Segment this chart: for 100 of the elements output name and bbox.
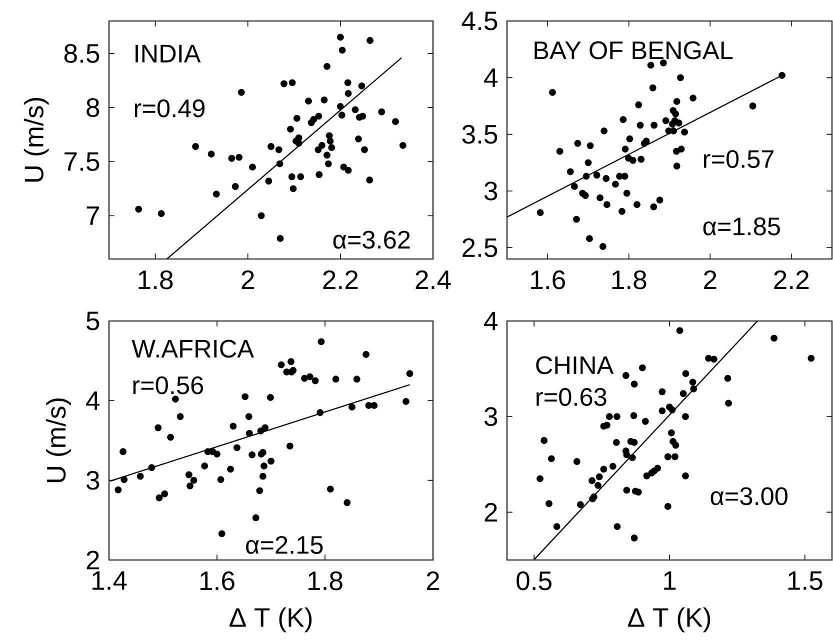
point: [536, 209, 544, 216]
point: [306, 373, 314, 380]
point: [310, 116, 318, 123]
point: [370, 402, 378, 409]
point: [556, 148, 564, 155]
point: [620, 116, 627, 124]
point: [650, 203, 658, 210]
text: W.AFRICA: [132, 340, 254, 358]
y-tick-label: 4: [484, 68, 498, 87]
text: INDIA: [136, 44, 201, 62]
point: [626, 135, 634, 142]
point: [662, 117, 670, 124]
point: [338, 112, 346, 119]
point: [208, 150, 215, 158]
point: [161, 490, 168, 498]
point: [324, 152, 330, 159]
point: [593, 172, 600, 179]
point: [185, 471, 192, 478]
annotation: α=3.62: [333, 230, 410, 249]
point: [190, 476, 198, 484]
point: [586, 235, 593, 242]
point: [158, 210, 165, 218]
point: [582, 172, 590, 180]
point: [676, 74, 684, 82]
point: [156, 494, 163, 502]
point: [232, 183, 239, 190]
point: [230, 422, 237, 430]
x-tick-label: 1.4: [92, 571, 127, 590]
y-tick-label: 8.5: [64, 44, 100, 63]
point: [297, 173, 304, 180]
point: [228, 154, 236, 162]
point: [618, 208, 626, 215]
point: [120, 448, 127, 456]
point: [172, 396, 179, 403]
point: [201, 462, 208, 470]
point: [636, 122, 644, 129]
point: [286, 126, 294, 133]
x-tick-label: 2.4: [416, 270, 451, 289]
point: [186, 482, 194, 490]
point: [406, 370, 414, 378]
point: [348, 404, 356, 411]
point: [584, 159, 592, 166]
x-tick-label: 1: [664, 571, 676, 590]
point: [366, 176, 374, 184]
point: [570, 182, 578, 190]
point: [236, 154, 243, 161]
point: [328, 144, 336, 152]
point: [234, 444, 240, 452]
y-tick-label: 3: [86, 470, 100, 490]
x-tick-label: 1.8: [308, 571, 342, 590]
point: [344, 166, 352, 174]
annotation: r=0.63: [536, 388, 606, 406]
point: [338, 46, 346, 54]
point: [656, 196, 664, 204]
point: [612, 180, 619, 188]
point: [176, 413, 184, 420]
point: [268, 143, 274, 150]
point: [280, 80, 288, 88]
point: [227, 466, 234, 473]
text: CHINA: [536, 356, 614, 374]
point: [326, 138, 334, 145]
point: [344, 79, 352, 86]
point: [359, 112, 366, 120]
point: [212, 190, 220, 198]
point: [358, 82, 366, 90]
point: [246, 430, 253, 437]
point: [316, 171, 323, 178]
y-tick-label: 3: [484, 182, 498, 200]
point: [154, 424, 162, 432]
point: [293, 114, 300, 122]
point: [318, 142, 326, 149]
point: [295, 140, 302, 147]
point: [167, 434, 174, 441]
point: [362, 350, 370, 358]
point: [649, 84, 656, 92]
point: [332, 376, 340, 383]
point: [320, 96, 328, 104]
point: [353, 376, 360, 383]
point: [336, 102, 344, 110]
point: [340, 164, 348, 171]
point: [278, 361, 285, 368]
point: [256, 487, 264, 494]
y-tick-label: 4.5: [462, 12, 498, 30]
point: [135, 206, 142, 213]
point: [647, 62, 654, 69]
point: [148, 464, 156, 472]
annotation: α=2.15: [246, 536, 323, 554]
x-tick-label: 1.6: [531, 270, 565, 290]
x-axis-title: Δ T (K): [230, 607, 312, 632]
point: [217, 476, 224, 483]
point: [602, 175, 610, 182]
point: [603, 201, 610, 208]
point: [681, 128, 688, 136]
point: [288, 173, 296, 180]
point: [258, 212, 265, 220]
point: [621, 172, 628, 180]
point: [660, 59, 667, 66]
point: [265, 178, 272, 185]
point: [192, 143, 200, 150]
point: [650, 122, 658, 129]
